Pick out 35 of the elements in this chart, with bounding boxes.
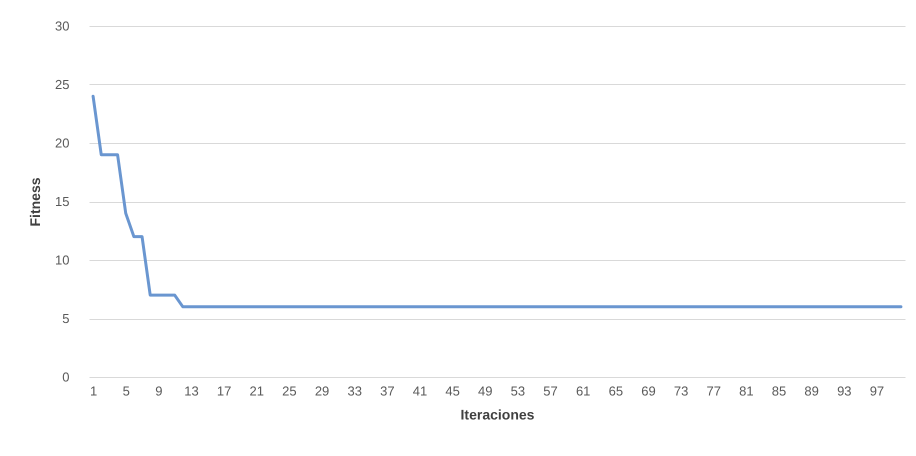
x-tick-label: 33 [347, 384, 362, 398]
x-tick-label: 9 [155, 384, 162, 398]
x-tick-label: 45 [445, 384, 460, 398]
x-tick-label: 69 [641, 384, 656, 398]
x-tick-label: 81 [739, 384, 754, 398]
x-tick-label: 65 [608, 384, 624, 398]
x-tick-label: 97 [870, 384, 884, 398]
y-axis-title: Fitness [27, 177, 44, 227]
x-tick-label: 13 [184, 384, 199, 398]
x-tick-label: 21 [250, 384, 264, 398]
x-tick-label: 85 [772, 384, 786, 398]
y-tick-label: 0 [62, 370, 70, 384]
x-tick-label: 41 [412, 384, 428, 398]
x-tick-label: 53 [510, 384, 526, 398]
x-tick-label: 61 [576, 384, 590, 398]
x-tick-label: 37 [380, 384, 395, 398]
x-tick-label: 49 [478, 384, 492, 398]
y-tick-label: 15 [55, 194, 70, 209]
y-tick-label: 5 [62, 311, 70, 326]
x-tick-label: 1 [90, 384, 98, 398]
x-axis-title: Iteraciones [460, 406, 535, 422]
x-tick-label: 29 [314, 384, 330, 398]
x-tick-label: 17 [216, 384, 232, 398]
x-tick-label: 77 [706, 384, 721, 398]
x-tick-label: 25 [282, 384, 297, 398]
y-tick-label: 20 [55, 136, 70, 150]
x-tick-label: 89 [804, 384, 819, 398]
y-tick-label: 30 [55, 18, 70, 34]
x-tick-label: 73 [674, 384, 688, 398]
y-tick-label: 10 [55, 252, 70, 268]
x-tick-label: 93 [837, 384, 852, 398]
y-tick-label: 25 [55, 77, 70, 92]
x-tick-label: 5 [122, 384, 130, 398]
x-tick-label: 57 [543, 384, 558, 398]
line-series [92, 94, 902, 308]
